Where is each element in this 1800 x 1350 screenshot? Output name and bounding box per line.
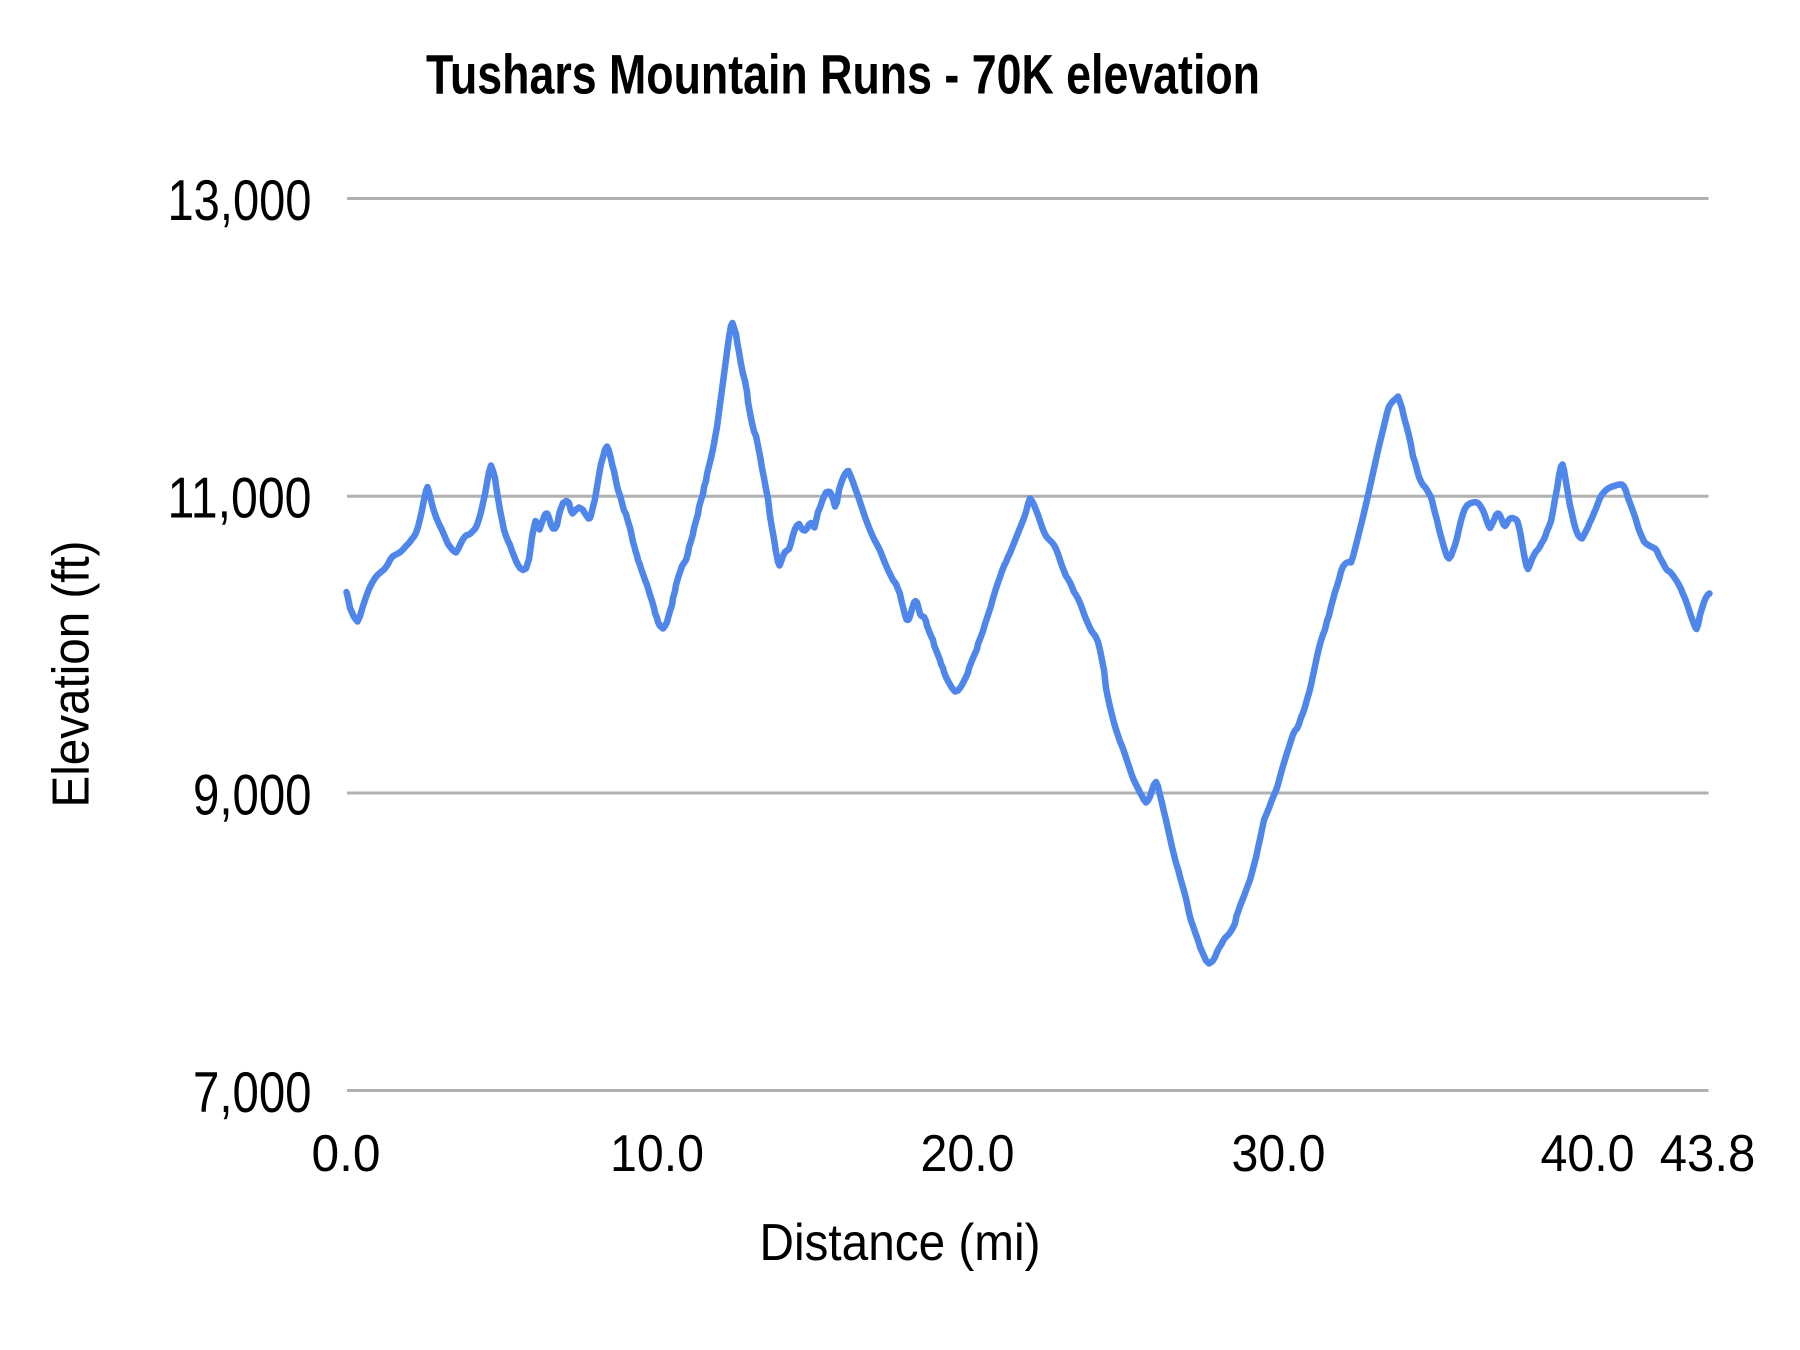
svg-text:Elevation (ft): Elevation (ft)	[43, 541, 101, 808]
svg-text:30.0: 30.0	[1232, 1125, 1326, 1183]
svg-text:Tushars Mountain Runs - 70K el: Tushars Mountain Runs - 70K elevation	[426, 44, 1260, 106]
svg-text:7,000: 7,000	[193, 1061, 312, 1125]
svg-text:20.0: 20.0	[921, 1125, 1015, 1183]
svg-text:40.0: 40.0	[1541, 1125, 1635, 1183]
svg-text:0.0: 0.0	[312, 1125, 381, 1183]
svg-text:10.0: 10.0	[610, 1125, 704, 1183]
svg-text:11,000: 11,000	[168, 467, 312, 531]
svg-text:Distance (mi): Distance (mi)	[760, 1214, 1041, 1272]
svg-text:13,000: 13,000	[168, 169, 312, 233]
svg-text:9,000: 9,000	[193, 764, 312, 828]
svg-text:43.8: 43.8	[1660, 1125, 1756, 1183]
